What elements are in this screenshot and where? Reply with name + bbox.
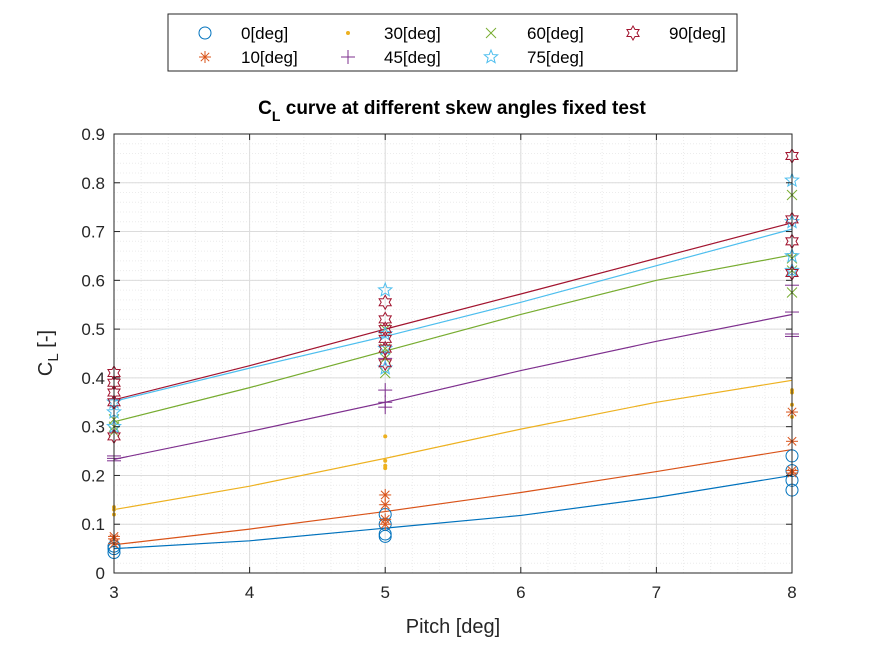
y-tick-label: 0.3 — [81, 418, 105, 437]
title-rest: curve at different skew angles fixed tes… — [280, 98, 646, 119]
y-tick-label: 0.4 — [81, 369, 105, 388]
y-tick-label: 0.8 — [81, 174, 105, 193]
y-tick-label: 0.1 — [81, 515, 105, 534]
y-axis-label: CL [-] — [35, 330, 62, 376]
x-tick-label: 6 — [516, 583, 525, 602]
data-point — [378, 311, 393, 328]
legend-label: 45[deg] — [384, 48, 441, 67]
x-tick-label: 3 — [109, 583, 118, 602]
fit-line — [113, 254, 793, 423]
data-point — [378, 355, 393, 372]
fit-line — [113, 228, 793, 402]
data-point — [379, 353, 391, 364]
legend-label: 90[deg] — [669, 24, 726, 43]
legend-marker — [483, 48, 499, 64]
legend-label: 75[deg] — [527, 48, 584, 67]
y-tick-label: 0.5 — [81, 320, 105, 339]
x-tick-label: 4 — [245, 583, 254, 602]
y-tick-label: 0.9 — [81, 125, 105, 144]
y-label-rest: [-] — [35, 330, 57, 353]
y-label-subscript: L — [45, 353, 62, 361]
x-axis-label: Pitch [deg] — [406, 616, 501, 638]
data-point — [378, 321, 393, 338]
y-tick-label: 0.2 — [81, 466, 105, 485]
legend-label: 10[deg] — [241, 48, 298, 67]
data-point — [383, 458, 388, 463]
y-tick-label: 0.7 — [81, 223, 105, 242]
tick-labels: 3 4 5 6 7 8 0 0.1 0.2 0.3 0.4 0.5 0.6 0.7 0.8 0.9 — [81, 125, 796, 602]
x-tick-label: 7 — [652, 583, 661, 602]
legend-marker — [341, 50, 355, 64]
data-point — [379, 488, 392, 501]
legend-marker — [198, 26, 212, 40]
legend: 0[deg] 10[deg] 30[deg] 45[deg] 60[deg] 75[deg… — [167, 13, 738, 72]
x-tick-label: 8 — [787, 583, 796, 602]
legend-marker — [626, 24, 640, 42]
data-point — [378, 395, 393, 410]
legend-box — [167, 13, 738, 72]
legend-label: 0[deg] — [241, 24, 288, 43]
legend-label: 60[deg] — [527, 24, 584, 43]
data-point — [383, 434, 388, 439]
data-point — [378, 340, 393, 357]
fit-lines — [113, 222, 793, 550]
data-point — [383, 463, 388, 468]
legend-marker — [485, 27, 497, 39]
axis-ticks — [113, 133, 793, 574]
data-point — [379, 513, 392, 526]
fit-line — [113, 448, 793, 546]
chart-title: CL curve at different skew angles fixed … — [258, 98, 646, 124]
fit-line — [113, 474, 793, 550]
legend-label: 30[deg] — [384, 24, 441, 43]
y-tick-label: 0 — [96, 564, 105, 583]
x-tick-label: 5 — [380, 583, 389, 602]
plot-area — [114, 134, 792, 573]
data-point — [378, 294, 393, 311]
title-subscript: L — [272, 108, 281, 124]
fit-line — [113, 379, 793, 511]
data-point — [377, 281, 394, 297]
data-point — [378, 383, 393, 398]
legend-marker — [199, 51, 211, 63]
legend-marker — [346, 31, 350, 35]
y-tick-label: 0.6 — [81, 271, 105, 290]
data-point — [378, 330, 393, 347]
fit-line — [113, 222, 793, 401]
fit-line — [113, 313, 793, 460]
plot-frame — [113, 133, 793, 574]
legend-items: 0[deg] 10[deg] 30[deg] 45[deg] 60[deg] 75[deg… — [198, 24, 726, 67]
